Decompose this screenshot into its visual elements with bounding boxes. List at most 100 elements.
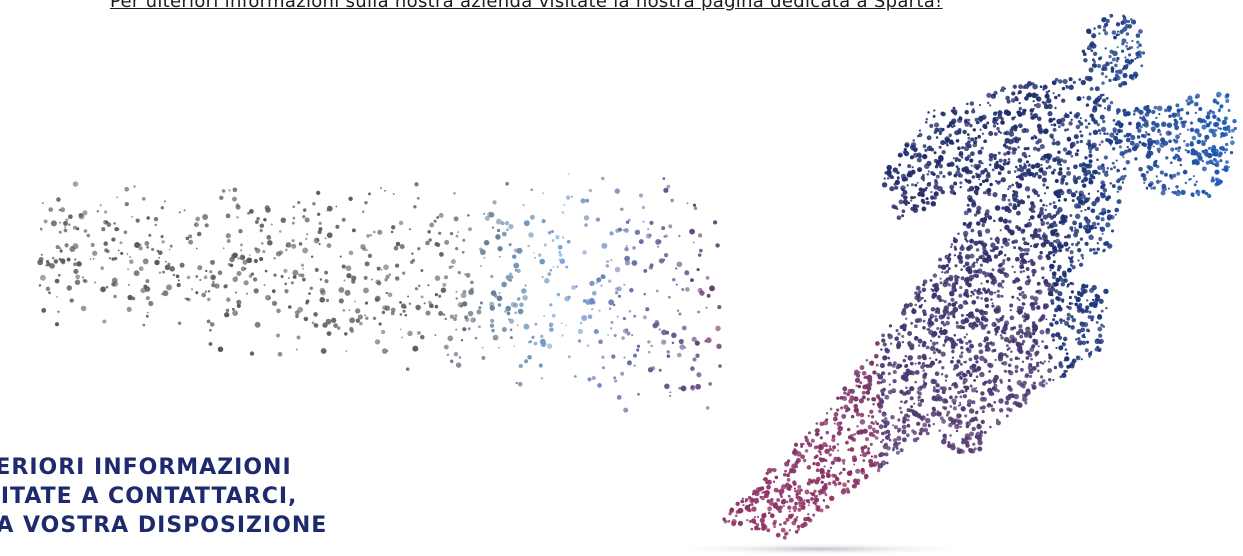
particle-dot — [727, 519, 731, 523]
particle-dot — [962, 377, 968, 383]
particle-dot — [1078, 224, 1083, 229]
particle-dot — [1105, 18, 1110, 24]
particle-dot — [1201, 118, 1206, 123]
particle-dot — [1046, 221, 1050, 225]
particle-dot — [1003, 152, 1007, 156]
particle-dot — [938, 154, 944, 161]
particle-dot — [1045, 204, 1048, 207]
particle-dot — [1029, 258, 1034, 263]
particle-dot — [919, 155, 922, 158]
particle-dot — [955, 139, 960, 143]
particle-dot — [1104, 47, 1107, 50]
particle-dot — [505, 275, 511, 280]
particle-dot — [750, 527, 754, 531]
particle-dot — [596, 277, 602, 283]
particle-dot — [984, 178, 989, 183]
particle-dot — [1152, 140, 1156, 144]
particle-dot — [1021, 360, 1025, 363]
particle-dot — [407, 295, 410, 298]
particle-dot — [950, 245, 953, 249]
particle-dot — [1130, 18, 1133, 21]
particle-dot — [1052, 117, 1056, 121]
particle-dot — [1082, 224, 1089, 231]
particle-dot — [664, 234, 668, 238]
particle-dot — [1077, 248, 1082, 253]
particle-dot — [971, 109, 976, 114]
particle-trail — [37, 173, 722, 413]
particle-dot — [495, 234, 501, 240]
particle-dot — [964, 276, 970, 282]
particle-dot — [1121, 49, 1125, 53]
particle-dot — [978, 349, 984, 355]
particle-dot — [813, 455, 817, 460]
particle-dot — [547, 272, 552, 276]
particle-dot — [932, 114, 936, 118]
particle-dot — [633, 353, 637, 358]
particle-dot — [988, 131, 994, 136]
particle-dot — [925, 364, 930, 368]
particle-dot — [753, 515, 757, 519]
particle-dot — [609, 231, 614, 236]
particle-dot — [1047, 226, 1050, 230]
particle-dot — [827, 481, 832, 486]
particle-dot — [936, 326, 940, 331]
particle-dot — [1100, 217, 1105, 222]
particle-dot — [449, 314, 455, 319]
particle-dot — [83, 229, 88, 233]
particle-dot — [1043, 104, 1049, 110]
particle-dot — [338, 286, 345, 293]
particle-dot — [1002, 162, 1007, 166]
particle-dot — [1003, 271, 1007, 276]
particle-dot — [242, 259, 248, 265]
particle-dot — [222, 247, 225, 250]
particle-dot — [979, 128, 982, 131]
particle-dot — [944, 341, 947, 344]
particle-dot — [963, 264, 966, 268]
particle-dot — [756, 515, 760, 519]
particle-dot — [1037, 214, 1042, 219]
particle-dot — [1101, 17, 1107, 23]
particle-dot — [917, 361, 921, 365]
particle-dot — [1082, 52, 1087, 57]
particle-dot — [810, 497, 814, 501]
info-link[interactable]: Per ulteriori informazioni sulla nostra … — [110, 0, 943, 12]
particle-dot — [943, 271, 947, 274]
particle-dot — [1225, 160, 1229, 164]
particle-dot — [1022, 85, 1026, 89]
particle-dot — [929, 360, 936, 366]
particle-dot — [1070, 264, 1073, 267]
particle-dot — [967, 312, 973, 318]
particle-dot — [824, 448, 830, 455]
particle-dot — [1125, 64, 1129, 68]
particle-dot — [974, 273, 980, 279]
particle-dot — [1059, 375, 1063, 379]
particle-dot — [1084, 75, 1090, 81]
particle-dot — [825, 472, 828, 475]
particle-dot — [661, 329, 667, 336]
particle-dot — [975, 209, 981, 215]
particle-dot — [824, 493, 828, 496]
particle-dot — [675, 283, 678, 286]
particle-dot — [999, 88, 1003, 92]
particle-dot — [921, 353, 927, 359]
particle-dot — [214, 283, 220, 289]
particle-dot — [1073, 179, 1078, 185]
particle-dot — [541, 219, 546, 224]
particle-dot — [1010, 393, 1015, 399]
particle-dot — [910, 321, 914, 325]
particle-dot — [1058, 335, 1063, 340]
particle-dot — [1216, 101, 1220, 105]
particle-dot — [1219, 159, 1223, 163]
particle-dot — [259, 223, 265, 228]
particle-dot — [461, 250, 465, 254]
particle-dot — [685, 287, 690, 292]
particle-dot — [941, 366, 945, 370]
particle-dot — [989, 258, 993, 262]
particle-dot — [1000, 245, 1004, 249]
particle-dot — [997, 181, 1000, 184]
particle-dot — [610, 320, 614, 324]
particle-dot — [1070, 290, 1074, 294]
particle-dot — [1024, 154, 1028, 159]
particle-dot — [1122, 156, 1125, 159]
particle-dot — [1005, 95, 1010, 101]
